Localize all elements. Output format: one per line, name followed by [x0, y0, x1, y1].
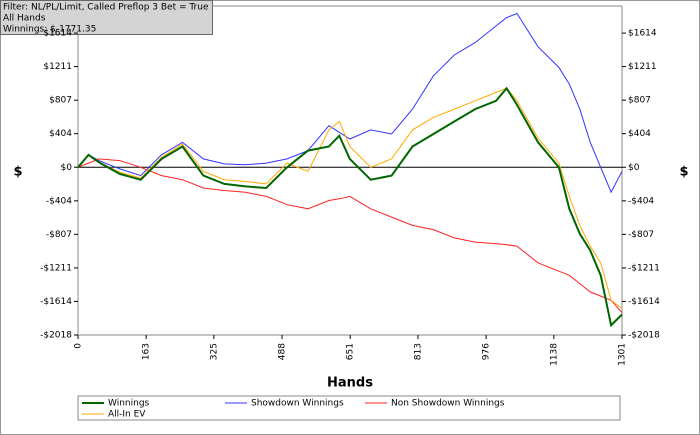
x-axis-title: Hands — [327, 376, 373, 391]
x-tick-label: 163 — [142, 343, 152, 360]
y-tick-label: -$1211 — [628, 263, 660, 273]
filter-text: All Hands — [3, 14, 46, 24]
y-axis-title: $ — [679, 165, 688, 180]
plot-area — [77, 5, 623, 336]
filter-box — [0, 0, 213, 35]
series-line — [77, 158, 623, 314]
y-tick-label: -$404 — [46, 196, 72, 206]
y-tick-label: $404 — [628, 129, 651, 139]
x-tick-label: 0 — [74, 343, 84, 349]
y-tick-label: -$404 — [628, 196, 654, 206]
x-tick-label: 976 — [482, 343, 492, 360]
y-tick-label: $1211 — [628, 62, 657, 72]
legend-label: Non Showdown Winnings — [391, 399, 505, 409]
y-tick-label: -$2018 — [628, 331, 660, 341]
y-tick-label: $404 — [49, 129, 72, 139]
legend-label: Winnings — [108, 399, 150, 409]
x-tick-label: 488 — [278, 343, 288, 360]
y-tick-label: $1614 — [43, 29, 72, 39]
y-tick-label: -$1614 — [628, 297, 660, 307]
legend-label: Showdown Winnings — [251, 399, 344, 409]
y-tick-label: -$1614 — [40, 297, 72, 307]
series-line — [77, 86, 623, 328]
y-tick-label: $807 — [49, 96, 72, 106]
legend-label: All-In EV — [108, 410, 146, 420]
x-tick-label: 1301 — [618, 343, 628, 366]
x-tick-label: 813 — [413, 343, 423, 360]
x-tick-label: 1138 — [549, 343, 559, 366]
y-tick-label: -$1211 — [40, 263, 72, 273]
y-tick-label: $1614 — [628, 29, 657, 39]
series-line — [77, 12, 623, 194]
y-tick-label: $1211 — [43, 62, 72, 72]
y-tick-label: -$807 — [628, 230, 654, 240]
y-axis-title: $ — [13, 165, 22, 180]
y-tick-label: $0 — [628, 163, 640, 173]
series-line — [77, 87, 623, 309]
x-tick-label: 325 — [209, 343, 219, 360]
filter-text: Winnings: $-1771.35 — [3, 25, 96, 35]
filter-text: Filter: NL/PL/Limit, Called Preflop 3 Be… — [3, 3, 209, 13]
x-tick-label: 651 — [346, 343, 356, 360]
y-tick-label: $0 — [61, 163, 73, 173]
y-tick-label: $807 — [628, 96, 651, 106]
legend — [77, 395, 621, 421]
y-tick-label: -$807 — [46, 230, 72, 240]
y-tick-label: -$2018 — [40, 331, 72, 341]
